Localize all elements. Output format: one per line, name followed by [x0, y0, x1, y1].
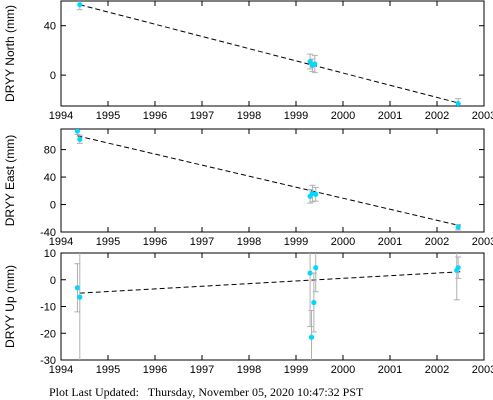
- east-data-layer: [74, 129, 462, 231]
- north-xtick-label: 2000: [331, 110, 355, 122]
- up-ytick-label: 0: [50, 275, 56, 287]
- north-xtick-label: 1996: [143, 110, 167, 122]
- north-xtick-label: 1997: [190, 110, 214, 122]
- east-data-point: [313, 191, 319, 197]
- up-xtick-label: 1995: [96, 364, 120, 376]
- north-xtick-label: 1999: [284, 110, 308, 122]
- up-ytick-label: 10: [44, 248, 56, 260]
- north-xtick-label: 2003: [472, 110, 493, 122]
- up-panel: 1994 1995 1996 1997 1998 1999 2000 2001 2002 2003…: [3, 248, 493, 376]
- north-ylabel: DRYY North (mm): [3, 5, 17, 102]
- east-xtick-label: 1999: [284, 236, 308, 248]
- plot-footer: Plot Last Updated: Thursday, November 05…: [49, 385, 363, 400]
- north-data-point: [77, 2, 83, 8]
- up-ylabel: DRYY Up (mm): [3, 265, 17, 348]
- east-xtick-label: 1995: [96, 236, 120, 248]
- east-plot-frame: [60, 128, 485, 233]
- north-ytick-label: 0: [50, 70, 56, 82]
- up-data-point: [313, 265, 319, 271]
- footer-timestamp: Thursday, November 05, 2020 10:47:32 PST: [147, 385, 364, 399]
- east-xtick-label: 1994: [49, 236, 73, 248]
- east-data-point: [74, 129, 81, 134]
- east-xtick-label: 1998: [237, 236, 261, 248]
- north-plot-frame: [60, 0, 485, 107]
- up-xtick-label: 2001: [378, 364, 402, 376]
- up-xtick-label: 2000: [331, 364, 355, 376]
- east-data-point: [77, 136, 83, 142]
- east-xtick-label: 1996: [143, 236, 167, 248]
- north-xtick-label: 1995: [96, 110, 120, 122]
- east-xtick-label: 1997: [190, 236, 214, 248]
- up-xtick-label: 1997: [190, 364, 214, 376]
- north-data-point: [307, 58, 313, 65]
- north-panel: 1994 1995 1996 1997 1998 1999 2000 2001 2002 2003…: [3, 0, 493, 122]
- north-data-point: [455, 100, 461, 106]
- east-ytick-label: 80: [44, 145, 56, 157]
- up-xtick-label: 1996: [143, 364, 167, 376]
- up-data-layer: [74, 253, 462, 360]
- up-xtick-label: 1998: [237, 364, 261, 376]
- north-trend-line: [79, 4, 461, 105]
- north-xtick-label: 1998: [237, 110, 261, 122]
- north-data-point: [312, 61, 318, 67]
- up-ytick-label: -30: [40, 355, 56, 367]
- up-data-point: [77, 294, 83, 300]
- north-data-layer: [76, 1, 462, 106]
- east-xtick-label: 2001: [378, 236, 402, 248]
- east-data-point: [455, 224, 461, 230]
- up-xtick-label: 1994: [49, 364, 73, 376]
- east-ytick-label: 40: [44, 172, 56, 184]
- east-panel: 1994 1995 1996 1997 1998 1999 2000 2001 2002 2003…: [3, 128, 493, 248]
- up-data-point: [74, 285, 81, 291]
- up-xtick-label: 1999: [284, 364, 308, 376]
- north-xtick-label: 1994: [49, 110, 73, 122]
- up-data-point: [455, 265, 461, 271]
- up-ytick-label: -20: [40, 328, 56, 340]
- up-data-point: [308, 334, 315, 340]
- up-ytick-label: -10: [40, 302, 56, 314]
- east-xtick-label: 2003: [472, 236, 493, 248]
- up-xtick-label: 2002: [425, 364, 449, 376]
- east-ylabel: DRYY East (mm): [3, 135, 17, 227]
- up-data-point: [311, 299, 317, 306]
- north-ytick-label: 40: [44, 21, 56, 33]
- footer-label: Plot Last Updated:: [49, 385, 139, 399]
- east-xtick-label: 2002: [425, 236, 449, 248]
- east-ytick-label: -40: [40, 227, 56, 239]
- east-trend-line: [77, 135, 461, 227]
- up-plot-frame: [60, 252, 485, 361]
- east-ytick-label: 0: [50, 200, 56, 212]
- up-trend-line: [79, 271, 461, 294]
- up-xtick-label: 2003: [472, 364, 493, 376]
- north-xtick-label: 2001: [378, 110, 402, 122]
- north-xtick-label: 2002: [425, 110, 449, 122]
- up-data-point: [307, 270, 313, 276]
- east-xtick-label: 2000: [331, 236, 355, 248]
